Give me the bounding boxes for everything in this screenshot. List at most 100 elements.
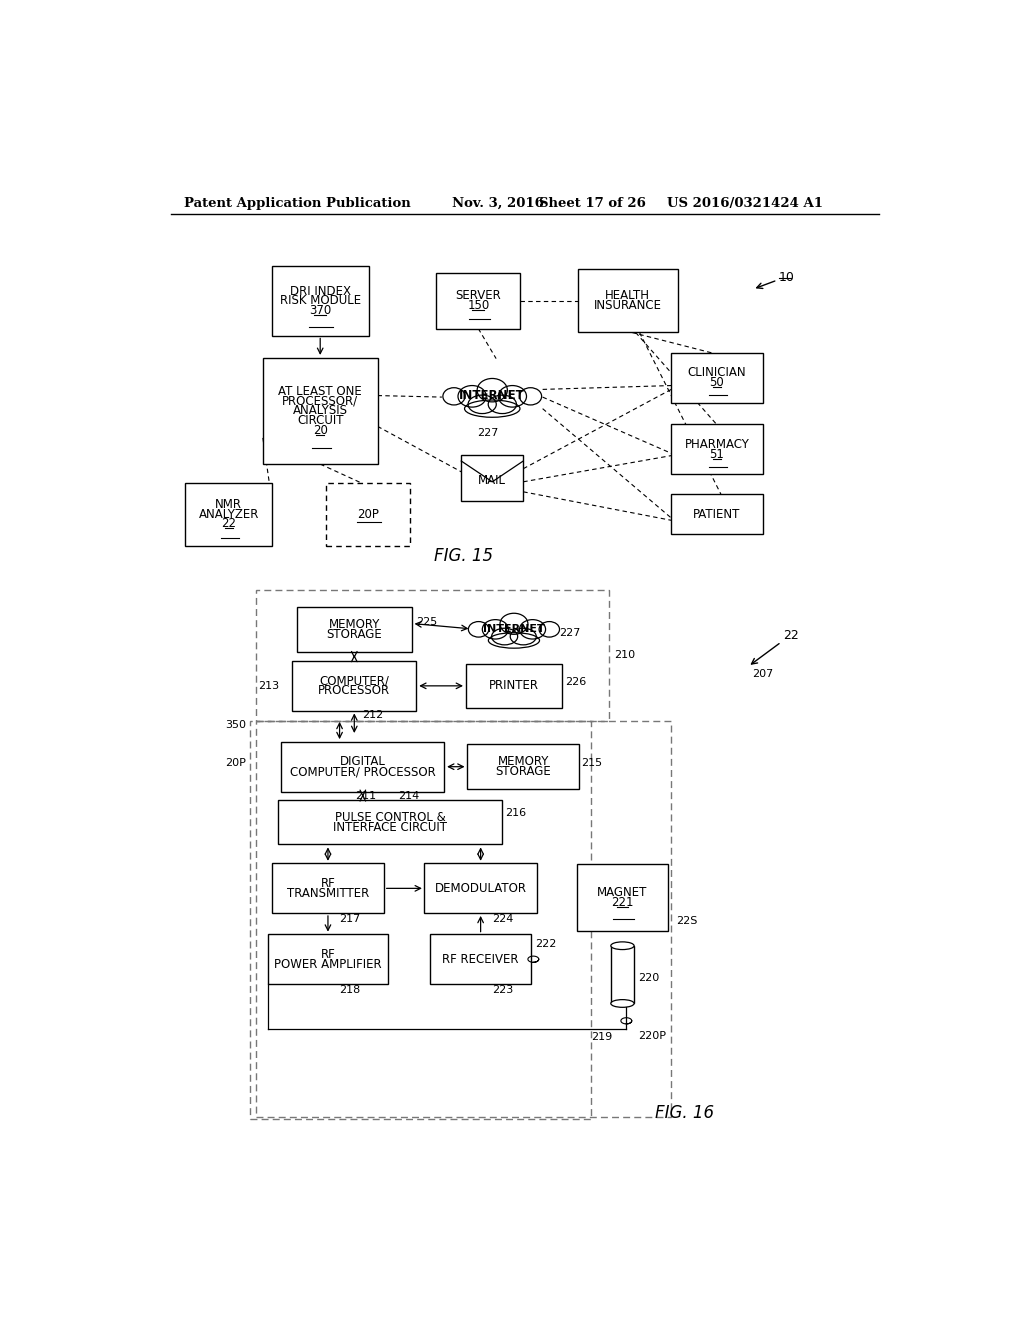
Text: 214: 214	[397, 791, 419, 801]
Text: 350: 350	[225, 721, 246, 730]
Text: Nov. 3, 2016: Nov. 3, 2016	[452, 197, 544, 210]
Ellipse shape	[611, 999, 634, 1007]
Text: MAGNET: MAGNET	[597, 886, 647, 899]
Bar	[424, 863, 537, 913]
Text: 220: 220	[638, 973, 659, 983]
Text: 223: 223	[493, 985, 513, 995]
Text: INTERFACE CIRCUIT: INTERFACE CIRCUIT	[333, 821, 446, 833]
Bar	[577, 863, 669, 932]
Text: MAIL: MAIL	[478, 474, 506, 487]
Text: FIG. 16: FIG. 16	[655, 1105, 714, 1122]
Text: INTERNET: INTERNET	[460, 389, 525, 403]
Text: DRI INDEX: DRI INDEX	[290, 285, 350, 297]
Ellipse shape	[468, 622, 488, 638]
Ellipse shape	[611, 942, 634, 949]
Text: 212: 212	[362, 710, 383, 721]
Bar	[256, 590, 608, 721]
Text: 219: 219	[592, 1032, 612, 1043]
Text: INSURANCE: INSURANCE	[594, 300, 662, 313]
Bar	[278, 800, 503, 845]
Ellipse shape	[482, 619, 508, 639]
Text: US 2016/0321424 A1: US 2016/0321424 A1	[667, 197, 822, 210]
Ellipse shape	[539, 622, 559, 638]
Text: 150: 150	[467, 300, 489, 313]
Text: 215: 215	[582, 758, 602, 768]
Bar	[327, 483, 410, 545]
Bar	[185, 483, 272, 545]
Ellipse shape	[488, 632, 540, 648]
Text: RF: RF	[321, 948, 335, 961]
Text: ANALYZER: ANALYZER	[199, 508, 259, 520]
Text: MEMORY: MEMORY	[329, 618, 380, 631]
Bar	[430, 935, 531, 985]
Text: 213: 213	[258, 681, 280, 690]
Text: DEMODULATOR: DEMODULATOR	[434, 882, 526, 895]
Bar	[436, 273, 520, 329]
Bar	[672, 352, 763, 403]
Text: 207: 207	[752, 669, 773, 680]
Ellipse shape	[519, 388, 542, 405]
Text: POWER AMPLIFIER: POWER AMPLIFIER	[274, 957, 382, 970]
Text: 218: 218	[340, 985, 360, 995]
Ellipse shape	[500, 614, 528, 635]
Text: 20P: 20P	[225, 758, 246, 768]
Text: 225: 225	[417, 616, 437, 627]
Text: 227: 227	[477, 428, 498, 438]
Text: CLINICIAN: CLINICIAN	[688, 367, 746, 379]
Bar	[672, 425, 763, 474]
Text: 216: 216	[505, 808, 525, 818]
Text: HEALTH: HEALTH	[605, 289, 650, 302]
Ellipse shape	[468, 395, 497, 413]
Text: 50: 50	[710, 376, 724, 389]
Text: 20P: 20P	[357, 508, 379, 520]
Text: PROCESSOR: PROCESSOR	[318, 684, 390, 697]
Bar	[297, 607, 412, 652]
Bar	[292, 661, 417, 711]
Ellipse shape	[519, 619, 546, 639]
Text: STORAGE: STORAGE	[327, 628, 382, 642]
Text: RISK MODULE: RISK MODULE	[280, 294, 360, 308]
Text: COMPUTER/: COMPUTER/	[319, 675, 389, 688]
Ellipse shape	[443, 388, 465, 405]
Text: AT LEAST ONE: AT LEAST ONE	[279, 385, 362, 397]
Ellipse shape	[477, 379, 507, 401]
Text: 211: 211	[355, 791, 376, 801]
Text: INTERNET: INTERNET	[483, 624, 545, 634]
Text: Patent Application Publication: Patent Application Publication	[183, 197, 411, 210]
Text: TRANSMITTER: TRANSMITTER	[287, 887, 369, 900]
Text: 222: 222	[535, 939, 556, 949]
Bar	[611, 945, 634, 1003]
Text: SERVER: SERVER	[456, 289, 501, 302]
Bar	[271, 863, 384, 913]
Bar	[466, 664, 562, 708]
Bar	[467, 744, 580, 789]
Bar	[461, 455, 523, 502]
Bar	[268, 935, 388, 985]
Ellipse shape	[465, 400, 520, 417]
Text: COMPUTER/ PROCESSOR: COMPUTER/ PROCESSOR	[290, 766, 435, 777]
Text: ANALYSIS: ANALYSIS	[293, 404, 348, 417]
Text: RF RECEIVER: RF RECEIVER	[442, 953, 519, 966]
Text: 226: 226	[565, 677, 587, 686]
Text: 224: 224	[493, 915, 514, 924]
Text: Sheet 17 of 26: Sheet 17 of 26	[539, 197, 645, 210]
Text: 227: 227	[559, 628, 581, 638]
Text: MEMORY: MEMORY	[498, 755, 549, 768]
Text: 221: 221	[611, 896, 634, 909]
Bar	[282, 742, 444, 792]
Ellipse shape	[492, 628, 518, 645]
Bar	[578, 269, 678, 333]
Bar	[271, 267, 369, 335]
Ellipse shape	[488, 395, 516, 413]
Ellipse shape	[458, 385, 486, 407]
Text: PULSE CONTROL &: PULSE CONTROL &	[335, 810, 445, 824]
Text: 10: 10	[779, 271, 795, 284]
Text: 210: 210	[614, 649, 635, 660]
Text: DIGITAL: DIGITAL	[340, 755, 386, 768]
Text: PATIENT: PATIENT	[693, 508, 740, 520]
Text: PRINTER: PRINTER	[488, 680, 539, 693]
Ellipse shape	[510, 628, 537, 645]
Bar	[251, 721, 592, 1119]
Text: 217: 217	[340, 915, 360, 924]
Text: 22S: 22S	[676, 916, 697, 925]
